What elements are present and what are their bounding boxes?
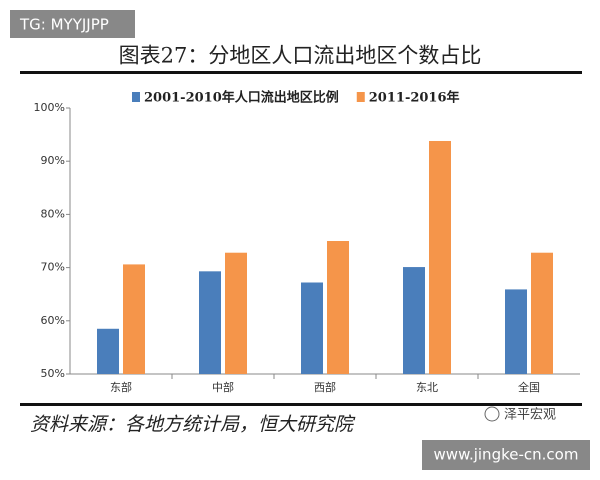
bar bbox=[225, 252, 247, 374]
legend-swatch bbox=[356, 92, 365, 102]
x-tick-label: 中部 bbox=[212, 380, 234, 394]
legend-swatch bbox=[132, 92, 140, 102]
title-rule bbox=[20, 71, 582, 74]
y-tick-label: 70% bbox=[41, 261, 65, 274]
watermark: TG: MYYJJPP bbox=[19, 16, 109, 34]
bar bbox=[123, 264, 145, 374]
x-tick-label: 东部 bbox=[110, 380, 132, 394]
x-tick-label: 西部 bbox=[314, 380, 336, 394]
y-tick-label: 60% bbox=[41, 314, 65, 327]
site-box bbox=[422, 440, 590, 470]
bar bbox=[97, 328, 119, 374]
chart-title: 图表27：分地区人口流出地区个数占比 bbox=[119, 44, 482, 68]
bar bbox=[403, 267, 425, 374]
y-tick-label: 50% bbox=[41, 367, 65, 380]
logo-icon bbox=[484, 406, 500, 422]
bar bbox=[327, 241, 349, 374]
bar bbox=[301, 282, 323, 374]
bottom-rule bbox=[20, 403, 582, 406]
logo: 泽平宏观 bbox=[504, 408, 556, 423]
legend: 2001-2010年人口流出地区比例 2011-2016年 bbox=[132, 90, 460, 106]
bar bbox=[531, 252, 553, 374]
bar bbox=[429, 140, 451, 374]
site: www.jingke-cn.com bbox=[434, 446, 579, 464]
legend-label: 2001-2010年人口流出地区比例 bbox=[144, 90, 339, 106]
bar bbox=[505, 289, 527, 374]
watermark-box bbox=[10, 10, 135, 38]
bar bbox=[199, 271, 221, 374]
y-tick-label: 100% bbox=[34, 101, 65, 114]
x-tick-label: 东北 bbox=[416, 381, 438, 394]
y-tick-label: 90% bbox=[41, 154, 65, 167]
source: 资料来源：各地方统计局，恒大研究院 bbox=[30, 414, 356, 436]
y-tick-label: 80% bbox=[41, 207, 65, 220]
legend-label: 2011-2016年 bbox=[369, 90, 460, 106]
x-tick-label: 全国 bbox=[518, 380, 540, 394]
